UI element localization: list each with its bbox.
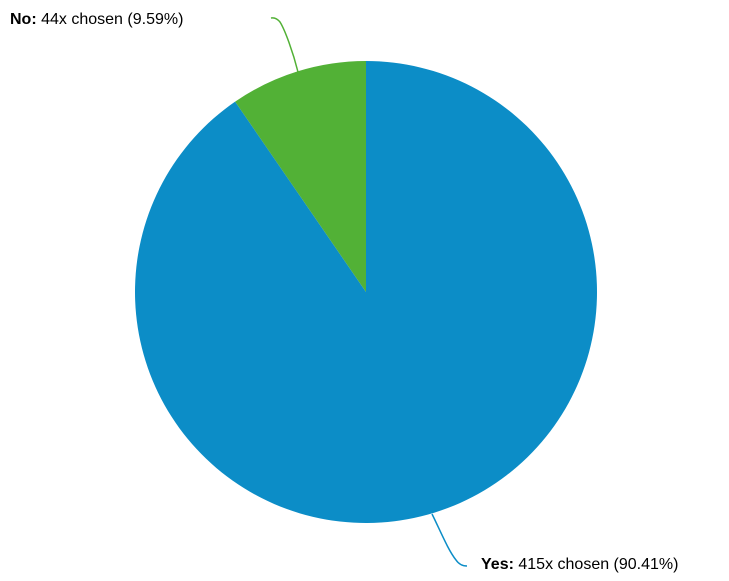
data-label-yes-category: Yes: bbox=[481, 556, 514, 573]
data-label-no-text: 44x chosen (9.59%) bbox=[41, 11, 184, 28]
data-label-no: No: 44x chosen (9.59%) bbox=[10, 11, 183, 29]
pie-slices bbox=[135, 61, 598, 523]
leader-lines bbox=[270, 17, 468, 567]
pie-slice-no bbox=[235, 61, 366, 292]
leader-line-yes bbox=[431, 513, 468, 567]
data-label-yes-text: 415x chosen (90.41%) bbox=[518, 556, 679, 573]
leader-line-no bbox=[270, 17, 299, 73]
data-label-no-category: No: bbox=[10, 11, 37, 28]
data-label-yes: Yes: 415x chosen (90.41%) bbox=[481, 556, 678, 574]
pie-slice-yes bbox=[135, 61, 598, 523]
